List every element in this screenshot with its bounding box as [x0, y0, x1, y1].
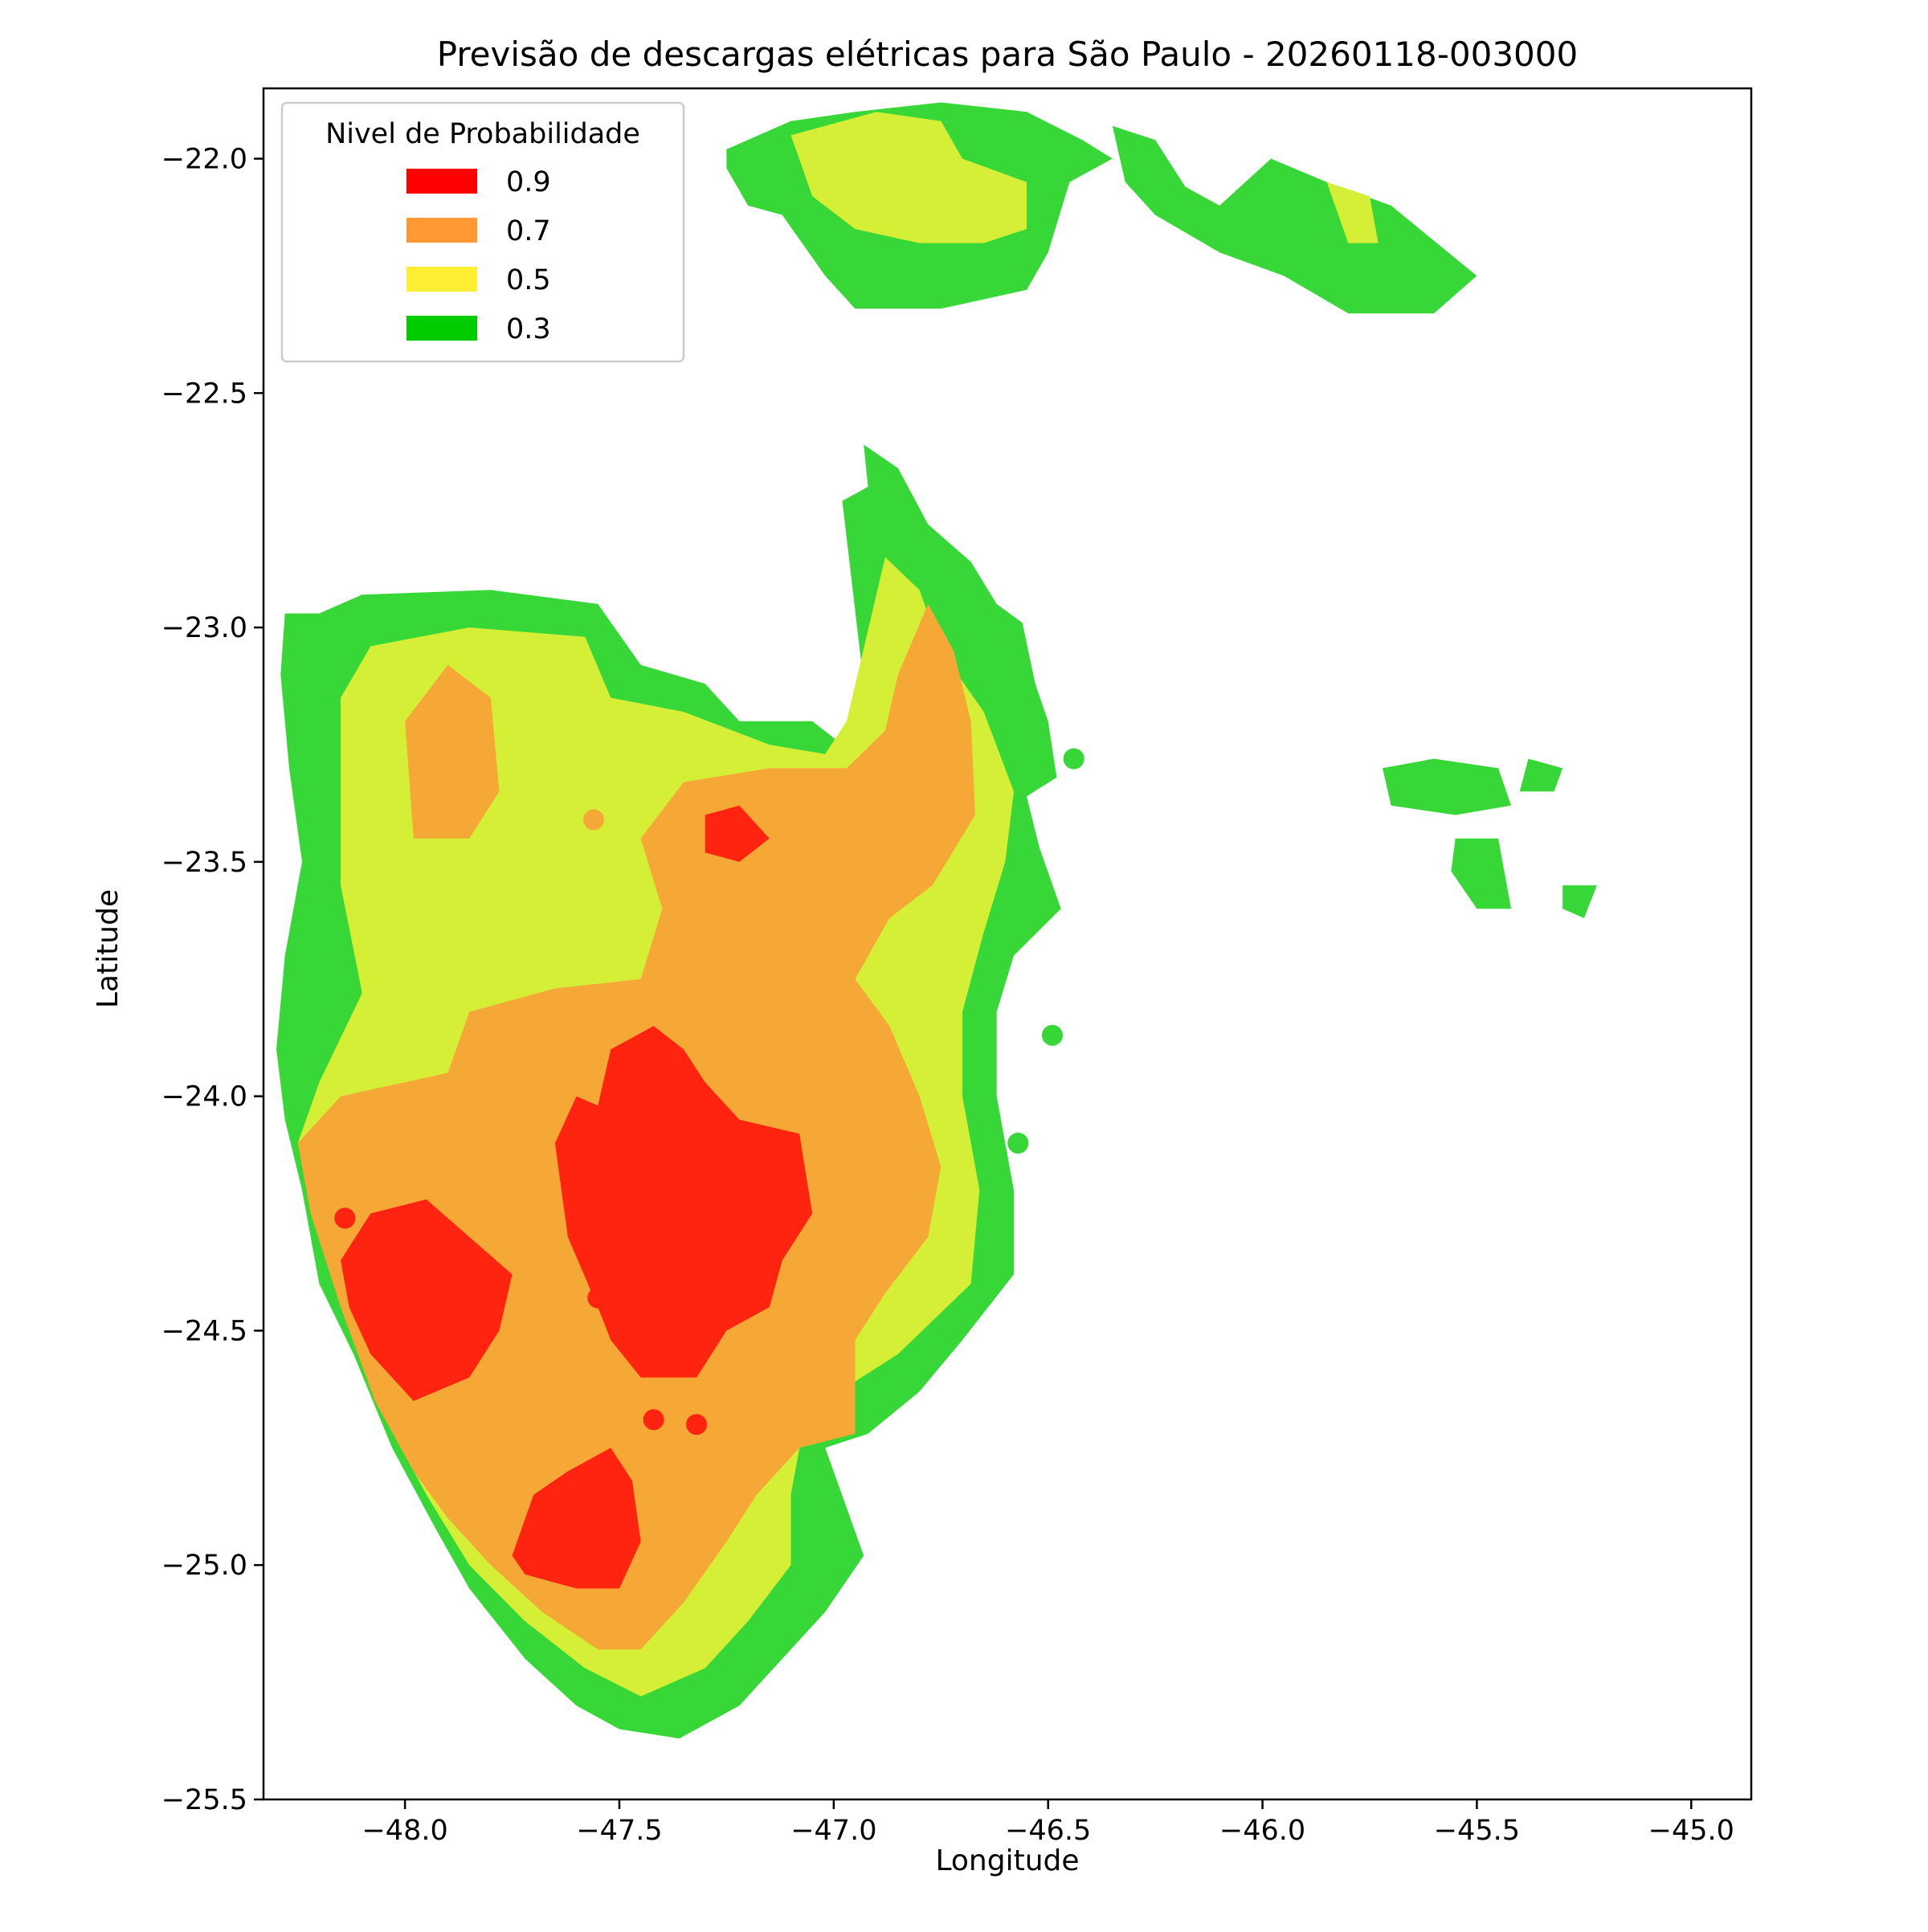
data-point-1: [587, 1287, 609, 1309]
legend-swatch-1: [406, 218, 477, 243]
data-point-4: [686, 1414, 708, 1436]
region-05-12: [1326, 182, 1379, 243]
legend-entries: 0.9 0.7 0.5 0.3: [406, 166, 551, 345]
x-axis-title: Longitude: [935, 1844, 1079, 1877]
data-point-3: [643, 1409, 664, 1431]
y-axis-title: Latitude: [92, 889, 125, 1008]
x-tick-label-4: −46.0: [1219, 1815, 1305, 1847]
legend-box: [280, 101, 685, 363]
legend-label-1: 0.7: [506, 215, 551, 247]
points-layer: [334, 219, 1389, 1436]
data-point-5: [583, 809, 604, 831]
y-tick-label-3: −23.5: [161, 847, 247, 879]
data-point-2: [643, 1287, 664, 1309]
region-09-8: [705, 805, 770, 862]
regions-layer: [276, 102, 1597, 1739]
legend-swatch-3: [406, 316, 477, 341]
data-point-6: [879, 593, 901, 615]
y-tick-label-2: −23.0: [161, 612, 247, 644]
data-point-8: [1367, 265, 1389, 287]
data-point-0: [334, 1207, 356, 1229]
data-point-7: [956, 219, 978, 240]
x-tick-label-1: −47.5: [576, 1815, 662, 1847]
legend-swatch-0: [406, 169, 477, 194]
region-07-4: [405, 664, 500, 839]
legend-label-0: 0.9: [506, 166, 551, 198]
x-tick-label-6: −45.0: [1648, 1815, 1734, 1847]
x-tick-label-5: −45.5: [1434, 1815, 1520, 1847]
x-tick-label-2: −47.0: [790, 1815, 876, 1847]
y-ticks: −22.0 −22.5 −23.0 −23.5 −24.0 −24.5 −25.0 −25.5: [161, 144, 263, 1816]
legend-title: Nivel de Probabilidade: [325, 118, 640, 150]
region-03-11: [1112, 125, 1477, 314]
legend-label-2: 0.5: [506, 264, 551, 296]
plot-frame: [262, 87, 1753, 1801]
legend-swatch-2: [406, 267, 477, 292]
x-ticks: −48.0 −47.5 −47.0 −46.5 −46.0 −45.5 −45.0: [362, 1799, 1734, 1847]
y-tick-label-4: −24.0: [161, 1081, 247, 1113]
y-tick-label-7: −25.5: [161, 1784, 247, 1816]
region-03-13: [1383, 758, 1512, 815]
region-03-15: [1451, 838, 1512, 909]
y-tick-label-1: −22.5: [161, 378, 247, 410]
data-point-9: [1063, 748, 1084, 770]
region-05-3: [405, 876, 555, 966]
region-03-16: [1562, 885, 1597, 918]
region-05-10: [790, 112, 1027, 243]
x-tick-label-3: −46.5: [1005, 1815, 1091, 1847]
y-tick-label-6: −25.0: [161, 1550, 247, 1582]
x-tick-label-0: −48.0: [362, 1815, 447, 1847]
y-tick-label-0: −22.0: [161, 144, 247, 176]
region-03-14: [1519, 758, 1563, 792]
y-tick-label-5: −24.5: [161, 1315, 247, 1347]
data-point-10: [1042, 1024, 1063, 1046]
legend-label-3: 0.3: [506, 313, 551, 345]
legend: Nivel de Probabilidade 0.9 0.7 0.5 0.3: [280, 101, 685, 363]
region-09-5: [554, 1026, 813, 1378]
region-09-7: [512, 1448, 641, 1589]
data-point-11: [1007, 1133, 1029, 1154]
region-09-6: [341, 1199, 513, 1401]
chart-title: Previsão de descargas elétricas para São…: [437, 35, 1578, 74]
